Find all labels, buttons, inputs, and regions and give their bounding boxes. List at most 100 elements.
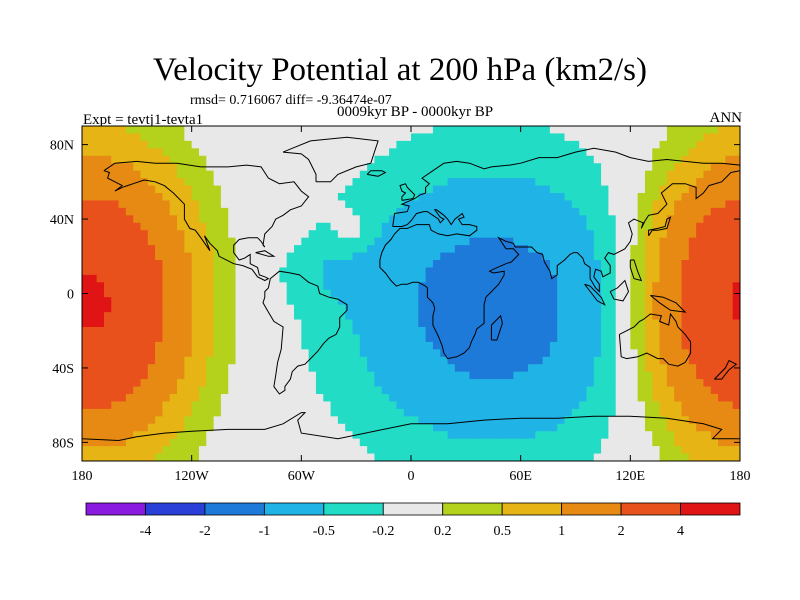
field-cell (111, 327, 119, 335)
field-cell (432, 423, 441, 432)
field-cell (220, 215, 229, 224)
field-cell (506, 170, 514, 179)
field-cell (184, 126, 193, 134)
field-cell (323, 408, 331, 417)
field-cell (374, 148, 383, 157)
field-cell (301, 386, 310, 395)
field-cell (184, 230, 193, 239)
field-cell (542, 304, 551, 313)
field-cell (198, 438, 207, 447)
field-cell (272, 252, 280, 261)
field-cell (527, 126, 536, 134)
field-cell (147, 282, 156, 291)
field-cell (96, 319, 105, 328)
field-cell (659, 178, 668, 186)
field-cell (506, 438, 514, 447)
field-cell (279, 304, 288, 313)
field-cell (696, 423, 704, 432)
field-cell (615, 155, 624, 164)
field-cell (191, 230, 200, 239)
field-cell (250, 327, 258, 335)
field-cell (630, 312, 639, 320)
field-cell (571, 252, 580, 261)
field-cell (703, 193, 712, 201)
field-cell (491, 200, 500, 209)
field-cell (411, 163, 419, 172)
field-cell (155, 386, 163, 395)
field-cell (294, 431, 302, 440)
field-cell (732, 230, 741, 239)
field-cell (732, 394, 741, 402)
field-cell (476, 371, 485, 380)
field-cell (177, 349, 185, 358)
field-cell (506, 185, 514, 194)
field-cell (659, 379, 668, 387)
field-cell (330, 148, 339, 157)
field-cell (147, 148, 156, 157)
field-cell (637, 446, 646, 454)
field-cell (732, 341, 741, 350)
field-cell (469, 319, 478, 328)
field-cell (381, 185, 390, 194)
field-cell (557, 222, 565, 231)
field-cell (198, 453, 207, 462)
field-cell (549, 163, 558, 172)
field-cell (140, 289, 149, 298)
field-cell (476, 297, 485, 306)
field-cell (308, 401, 317, 410)
field-cell (710, 341, 719, 350)
field-cell (250, 349, 258, 358)
field-cell (674, 252, 682, 261)
field-cell (308, 423, 317, 432)
field-cell (359, 230, 368, 239)
field-cell (579, 371, 587, 380)
field-cell (411, 260, 419, 268)
field-cell (630, 148, 639, 157)
field-cell (82, 297, 90, 306)
field-cell (315, 185, 324, 194)
field-cell (484, 319, 492, 328)
field-cell (527, 401, 536, 410)
field-cell (294, 319, 302, 328)
field-cell (498, 364, 507, 373)
field-cell (315, 408, 324, 417)
field-cell (374, 178, 383, 186)
field-cell (257, 260, 266, 268)
field-cell (557, 148, 565, 157)
field-cell (82, 163, 90, 172)
field-cell (564, 431, 573, 440)
field-cell (140, 215, 149, 224)
field-cell (264, 386, 273, 395)
field-cell (359, 289, 368, 298)
field-cell (432, 431, 441, 440)
field-cell (527, 260, 536, 268)
field-cell (191, 252, 200, 261)
field-cell (506, 274, 514, 283)
field-cell (688, 260, 697, 268)
field-cell (118, 416, 127, 425)
field-cell (264, 200, 273, 209)
field-cell (469, 289, 478, 298)
field-cell (381, 260, 390, 268)
field-cell (615, 349, 624, 358)
field-cell (228, 319, 236, 328)
field-cell (250, 438, 258, 447)
field-cell (89, 230, 98, 239)
field-cell (359, 126, 368, 134)
field-cell (491, 126, 500, 134)
field-cell (242, 453, 251, 462)
field-cell (601, 438, 609, 447)
field-cell (571, 364, 580, 373)
field-cell (359, 431, 368, 440)
field-cell (608, 304, 617, 313)
field-cell (133, 394, 141, 402)
field-cell (169, 140, 178, 149)
field-cell (674, 349, 682, 358)
field-cell (557, 252, 565, 261)
field-cell (96, 237, 105, 246)
field-cell (337, 453, 346, 462)
field-cell (367, 237, 375, 246)
field-cell (184, 304, 193, 313)
field-cell (279, 371, 288, 380)
field-cell (147, 297, 156, 306)
